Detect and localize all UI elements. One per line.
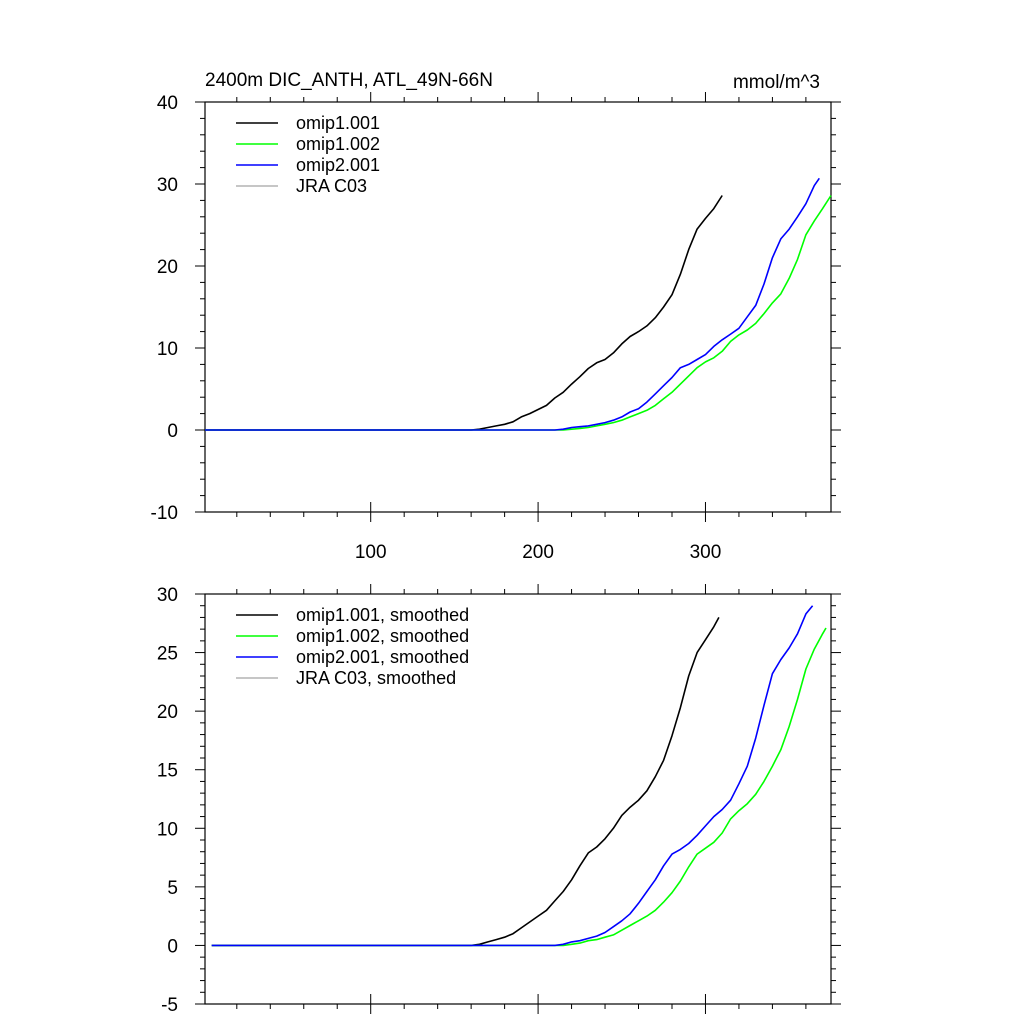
y-tick-label: 0 bbox=[167, 936, 178, 957]
y-tick-label: 5 bbox=[167, 878, 178, 899]
units-label: mmol/m^3 bbox=[733, 72, 820, 93]
y-tick-label: 20 bbox=[157, 702, 178, 723]
series-line-1 bbox=[211, 627, 827, 947]
legend-label: omip1.001 bbox=[296, 113, 380, 133]
panel-top: 2400m DIC_ANTH, ATL_49N-66N mmol/m^3 100… bbox=[151, 70, 841, 563]
legend-label: omip2.001, smoothed bbox=[296, 647, 469, 667]
legend-label: omip1.002, smoothed bbox=[296, 626, 469, 646]
y-tick-label: 20 bbox=[157, 257, 178, 278]
legend-label: omip1.002 bbox=[296, 134, 380, 154]
chart-title: 2400m DIC_ANTH, ATL_49N-66N bbox=[205, 70, 493, 91]
x-tick-label: 100 bbox=[355, 542, 387, 563]
y-tick-label: 10 bbox=[157, 339, 178, 360]
y-tick-label: 10 bbox=[157, 819, 178, 840]
legend-label: omip2.001 bbox=[296, 155, 380, 175]
axis-ticks-bottom: -5 0 5 10 15 20 25 30 bbox=[157, 584, 841, 1016]
series-line-1 bbox=[205, 195, 832, 431]
panel-bottom: -5 0 5 10 15 20 25 30 omip1.001, smoothedomip1.… bbox=[157, 584, 841, 1016]
series-line-2 bbox=[211, 605, 814, 947]
legend-label: omip1.001, smoothed bbox=[296, 605, 469, 625]
y-tick-label: 40 bbox=[157, 93, 178, 114]
y-tick-label: 15 bbox=[157, 761, 178, 782]
y-tick-label: 30 bbox=[157, 585, 178, 606]
series-lines-bottom bbox=[211, 605, 827, 947]
x-tick-label: 200 bbox=[522, 542, 554, 563]
y-tick-label: 0 bbox=[167, 421, 178, 442]
series-line-2 bbox=[205, 177, 820, 431]
legend-label: JRA C03 bbox=[296, 176, 367, 196]
y-tick-label: 25 bbox=[157, 644, 178, 665]
axis-ticks-top: 100 200 300 -10 0 10 20 30 40 bbox=[151, 92, 841, 563]
series-line-0 bbox=[211, 617, 720, 947]
series-lines-top bbox=[205, 177, 832, 431]
series-line-0 bbox=[205, 195, 723, 431]
plot-frame-bottom bbox=[204, 593, 832, 1005]
plot-frame-top bbox=[204, 101, 832, 513]
y-tick-label: 30 bbox=[157, 175, 178, 196]
x-tick-label: 300 bbox=[690, 542, 722, 563]
legend-label: JRA C03, smoothed bbox=[296, 668, 456, 688]
y-tick-label: -5 bbox=[161, 995, 178, 1016]
y-tick-label: -10 bbox=[151, 503, 178, 524]
